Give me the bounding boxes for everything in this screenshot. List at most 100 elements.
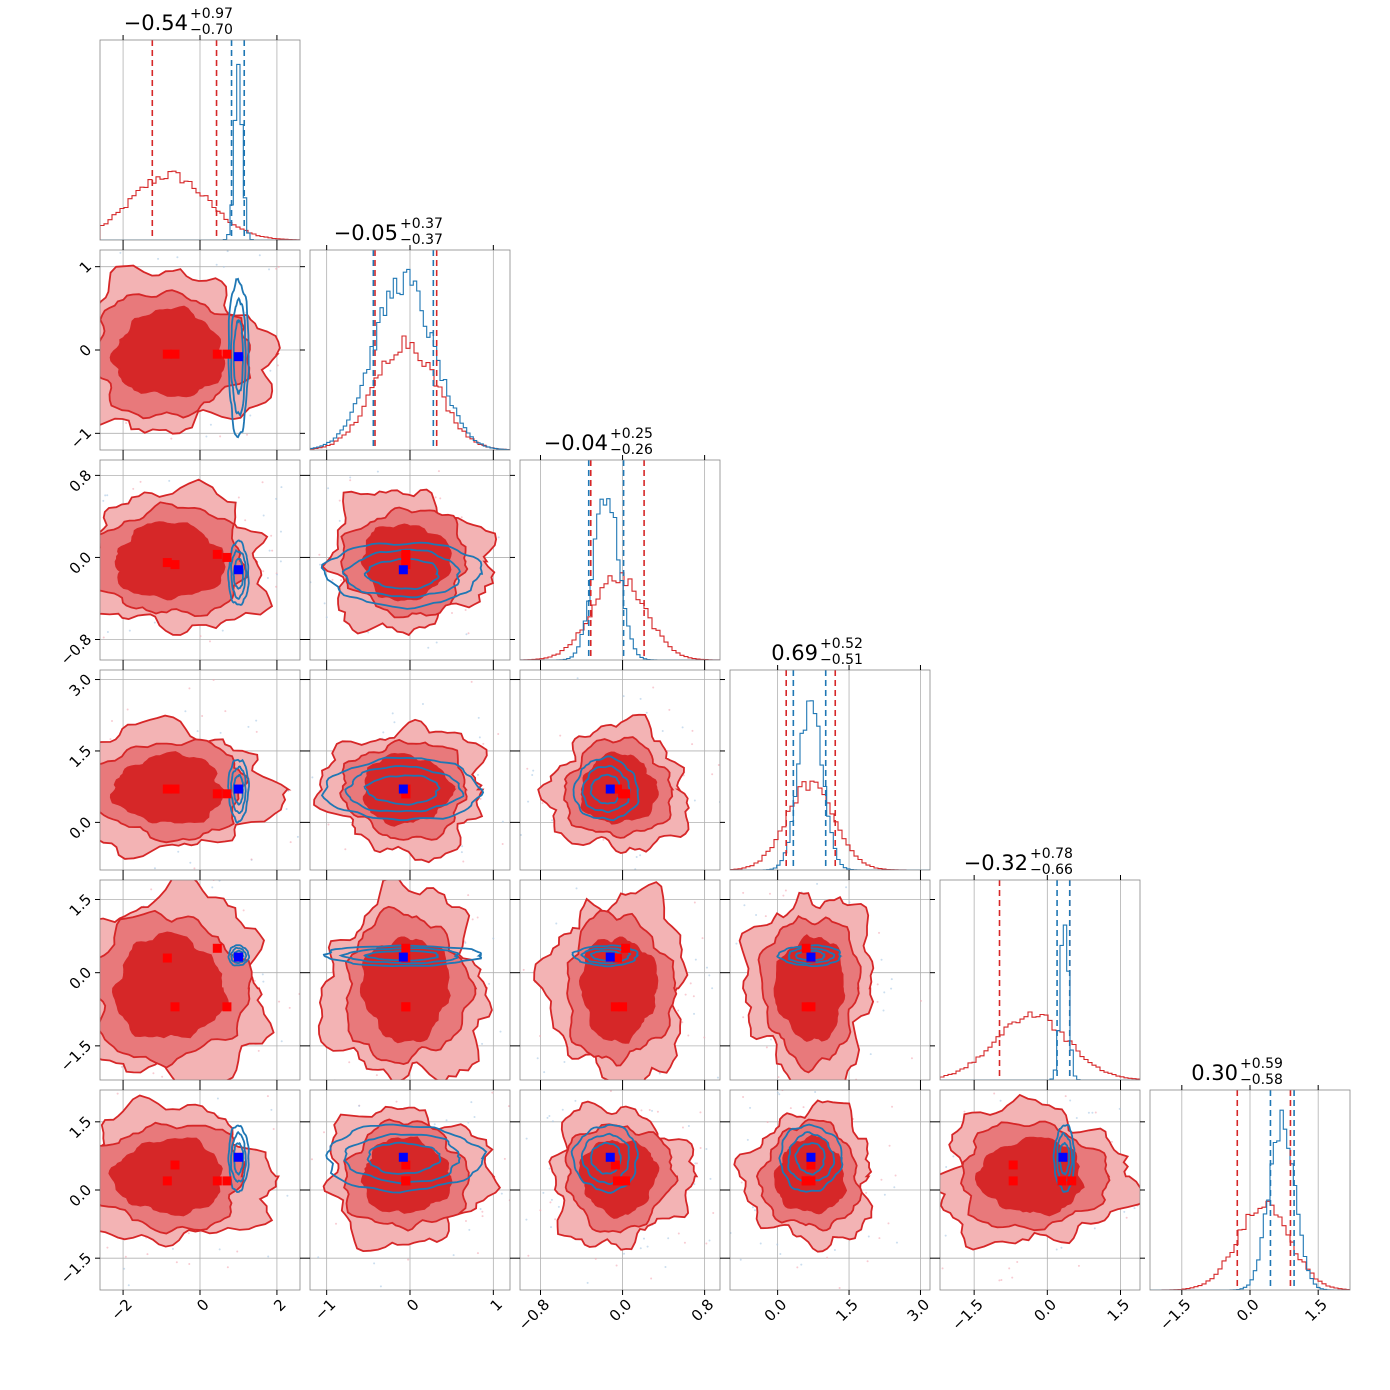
ticks — [305, 875, 515, 1085]
red-truth-marker — [222, 789, 232, 799]
red-truth-marker — [801, 1176, 811, 1186]
panel-4-3 — [725, 875, 935, 1085]
panel-4-2 — [515, 875, 725, 1085]
red-truth-marker — [170, 784, 180, 794]
red-truth-marker — [212, 1176, 222, 1186]
param-title-minus: −0.51 — [820, 652, 863, 668]
blue-contour-0 — [320, 541, 484, 610]
x-tick-label: 1.5 — [1104, 1296, 1134, 1326]
red-truth-marker — [1008, 1176, 1018, 1186]
x-tick-label: −1 — [311, 1296, 339, 1324]
param-title-minus: −0.66 — [1030, 862, 1073, 878]
param-title-value: −0.54 — [124, 11, 188, 35]
y-tick-label: 1.5 — [66, 890, 96, 920]
panel-4-1 — [305, 875, 515, 1085]
diag-panel-2: −0.04 +0.25−0.26 — [519, 426, 721, 665]
blue-contour-1 — [343, 1133, 461, 1185]
ticks — [777, 665, 921, 875]
red-truth-marker — [1067, 1176, 1077, 1186]
panel-5-4 — [935, 1085, 1145, 1295]
red-truth-marker — [222, 349, 232, 359]
param-title-plus: +0.97 — [190, 6, 233, 22]
blue-contour-1 — [344, 765, 465, 813]
blue-contour-2 — [232, 557, 244, 590]
blue-truth-marker — [1058, 1152, 1068, 1162]
blue-truth-marker — [398, 952, 408, 962]
ticks — [305, 455, 515, 665]
blue-contour-2 — [794, 949, 826, 962]
blue-contour-2 — [794, 1142, 826, 1176]
panel-3-0 — [95, 665, 305, 875]
blue-contour-0 — [325, 1123, 488, 1194]
blue-truth-marker — [605, 952, 615, 962]
x-tick-label: 0.8 — [688, 1296, 718, 1326]
ticks — [973, 875, 1121, 1085]
red-truth-marker — [212, 789, 222, 799]
panel-5-1 — [305, 1085, 515, 1295]
red-truth-marker — [170, 1160, 180, 1170]
blue-contour-1 — [341, 548, 461, 599]
red-truth-marker — [801, 943, 811, 953]
y-tick-label: 0.8 — [66, 466, 96, 496]
ticks — [515, 665, 725, 875]
ticks — [725, 875, 935, 1085]
param-title-value: −0.32 — [964, 851, 1028, 875]
red-truth-marker — [1057, 1176, 1067, 1186]
red-truth-marker — [801, 1002, 811, 1012]
x-tick-label: 1 — [487, 1296, 506, 1315]
y-tick-label: 1.5 — [66, 742, 96, 772]
ticks — [95, 665, 305, 875]
red-histogram — [310, 335, 510, 450]
diag-panel-3: 0.69 +0.52−0.51 — [729, 636, 931, 875]
ticks — [515, 875, 725, 1085]
ticks — [725, 1085, 935, 1295]
red-truth-marker — [170, 1002, 180, 1012]
ticks — [540, 455, 706, 665]
x-tick-label: 1.5 — [832, 1296, 862, 1326]
blue-contour-0 — [227, 1124, 250, 1194]
blue-contour-0 — [320, 756, 485, 822]
blue-histogram — [310, 268, 510, 450]
x-tick-label: 0.0 — [606, 1296, 636, 1326]
blue-histogram — [1150, 1109, 1350, 1290]
panel-2-0 — [95, 455, 305, 665]
blue-truth-marker — [806, 952, 816, 962]
y-tick-label: 0 — [76, 341, 95, 360]
param-title-minus: −0.58 — [1240, 1072, 1283, 1088]
blue-contour-1 — [787, 1131, 836, 1184]
blue-contour-2 — [232, 319, 245, 395]
red-histogram — [1150, 1200, 1350, 1290]
y-tick-label: −1 — [67, 424, 95, 452]
y-tick-label: 0.0 — [66, 548, 96, 578]
red-truth-marker — [806, 1176, 816, 1186]
x-tick-label: 0.0 — [1233, 1296, 1263, 1326]
diag-panel-4: −0.32 +0.78−0.66 — [939, 846, 1141, 1085]
param-title-plus: +0.52 — [820, 636, 863, 652]
blue-contour-2 — [363, 557, 440, 591]
blue-contour-1 — [230, 548, 248, 600]
blue-histogram — [940, 924, 1140, 1080]
blue-contour-1 — [338, 947, 461, 965]
red-truth-marker — [222, 1002, 232, 1012]
red-contour-2 — [111, 931, 230, 1039]
x-tick-label: 2 — [270, 1296, 289, 1315]
param-title-minus: −0.26 — [610, 442, 653, 458]
ticks — [305, 665, 515, 875]
y-tick-label: 1.5 — [66, 1113, 96, 1143]
param-title-minus: −0.37 — [400, 232, 443, 248]
red-truth-marker — [610, 1002, 620, 1012]
red-truth-marker — [610, 784, 620, 794]
red-truth-marker — [222, 1176, 232, 1186]
blue-contour-2 — [363, 774, 441, 806]
red-truth-marker — [222, 552, 232, 562]
ticks — [305, 1085, 515, 1295]
red-truth-marker — [618, 1002, 628, 1012]
ticks — [1181, 1085, 1319, 1295]
blue-truth-marker — [398, 565, 408, 575]
param-title-plus: +0.59 — [1240, 1056, 1283, 1072]
red-truth-marker — [162, 349, 172, 359]
red-truth-marker — [1008, 1160, 1018, 1170]
red-histogram — [100, 170, 300, 240]
red-truth-marker — [806, 1002, 816, 1012]
